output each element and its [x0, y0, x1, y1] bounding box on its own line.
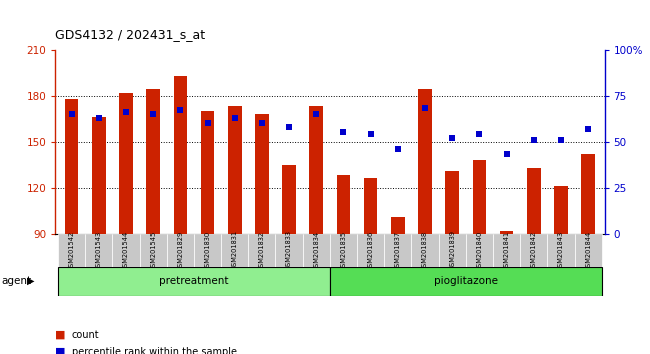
- Bar: [330, 267, 602, 296]
- Bar: [276, 234, 303, 267]
- Point: [365, 131, 376, 137]
- Bar: [337, 175, 350, 234]
- Text: GSM201835: GSM201835: [341, 230, 346, 270]
- Bar: [364, 178, 378, 234]
- Bar: [221, 234, 248, 267]
- Text: GSM201543: GSM201543: [96, 230, 102, 270]
- Point: [528, 137, 539, 143]
- Bar: [228, 106, 242, 234]
- Bar: [330, 234, 357, 267]
- Point: [229, 115, 240, 120]
- Bar: [439, 234, 466, 267]
- Text: GSM201843: GSM201843: [558, 230, 564, 270]
- Bar: [418, 90, 432, 234]
- Text: GSM201834: GSM201834: [313, 230, 319, 270]
- Bar: [112, 234, 140, 267]
- Text: GSM201830: GSM201830: [205, 230, 211, 270]
- Text: GDS4132 / 202431_s_at: GDS4132 / 202431_s_at: [55, 28, 205, 41]
- Bar: [65, 99, 79, 234]
- Bar: [547, 234, 575, 267]
- Bar: [445, 171, 459, 234]
- Text: GSM201544: GSM201544: [123, 230, 129, 270]
- Bar: [58, 234, 85, 267]
- Bar: [174, 76, 187, 234]
- Bar: [384, 234, 411, 267]
- Text: GSM201840: GSM201840: [476, 230, 482, 270]
- Bar: [85, 234, 112, 267]
- Bar: [581, 154, 595, 234]
- Bar: [466, 234, 493, 267]
- Text: GSM201839: GSM201839: [449, 230, 455, 270]
- Point: [257, 120, 267, 126]
- Text: GSM201841: GSM201841: [504, 230, 510, 270]
- Text: GSM201844: GSM201844: [585, 230, 592, 270]
- Bar: [575, 234, 602, 267]
- Bar: [146, 90, 160, 234]
- Bar: [411, 234, 439, 267]
- Text: GSM201829: GSM201829: [177, 230, 183, 270]
- Point: [121, 109, 131, 115]
- Bar: [282, 165, 296, 234]
- Point: [94, 115, 104, 120]
- Bar: [255, 114, 268, 234]
- Point: [175, 108, 185, 113]
- Point: [447, 135, 458, 141]
- Text: agent: agent: [1, 276, 31, 286]
- Text: percentile rank within the sample: percentile rank within the sample: [72, 347, 237, 354]
- Text: GSM201831: GSM201831: [231, 230, 238, 270]
- Bar: [520, 234, 547, 267]
- Text: GSM201838: GSM201838: [422, 230, 428, 270]
- Text: ■: ■: [55, 330, 66, 339]
- Text: GSM201832: GSM201832: [259, 230, 265, 270]
- Point: [148, 111, 159, 117]
- Point: [66, 111, 77, 117]
- Bar: [167, 234, 194, 267]
- Text: count: count: [72, 330, 99, 339]
- Point: [311, 111, 322, 117]
- Bar: [194, 234, 221, 267]
- Text: GSM201545: GSM201545: [150, 230, 156, 270]
- Bar: [303, 234, 330, 267]
- Text: GSM201842: GSM201842: [531, 230, 537, 270]
- Text: GSM201836: GSM201836: [368, 230, 374, 270]
- Bar: [554, 186, 568, 234]
- Bar: [140, 234, 167, 267]
- Text: GSM201833: GSM201833: [286, 230, 292, 270]
- Point: [556, 137, 566, 143]
- Text: pretreatment: pretreatment: [159, 276, 229, 286]
- Point: [474, 131, 485, 137]
- Point: [420, 105, 430, 111]
- Point: [202, 120, 213, 126]
- Bar: [119, 92, 133, 234]
- Bar: [500, 230, 514, 234]
- Bar: [92, 117, 105, 234]
- Bar: [493, 234, 520, 267]
- Bar: [473, 160, 486, 234]
- Bar: [357, 234, 384, 267]
- Bar: [248, 234, 276, 267]
- Text: GSM201542: GSM201542: [68, 230, 75, 270]
- Bar: [201, 111, 214, 234]
- Text: ■: ■: [55, 347, 66, 354]
- Point: [338, 130, 348, 135]
- Bar: [391, 217, 405, 234]
- Point: [284, 124, 294, 130]
- Point: [583, 126, 593, 132]
- Bar: [527, 168, 541, 234]
- Point: [501, 152, 512, 157]
- Text: pioglitazone: pioglitazone: [434, 276, 498, 286]
- Text: GSM201837: GSM201837: [395, 230, 401, 270]
- Bar: [58, 267, 330, 296]
- Text: ▶: ▶: [27, 276, 35, 286]
- Point: [393, 146, 403, 152]
- Bar: [309, 106, 323, 234]
